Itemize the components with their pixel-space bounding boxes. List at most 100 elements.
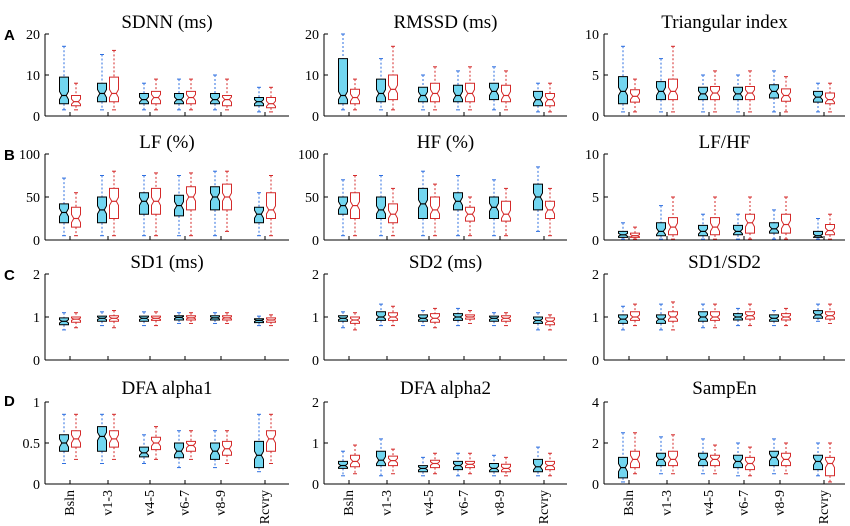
box-red-v4-5 <box>151 172 161 237</box>
box-body <box>109 187 119 219</box>
box-blue-v1-3 <box>656 58 666 113</box>
box-blue-Rcvry <box>813 218 823 240</box>
y-tick-label: 1 <box>33 311 40 326</box>
panel-2: RMSSD (ms) 0 10 20 <box>305 12 567 125</box>
box-red-Rcvry <box>545 452 555 477</box>
box-red-Rcvry <box>825 303 835 324</box>
x-category-label: v8-9 <box>214 490 229 516</box>
y-tick-label: 0 <box>33 234 40 249</box>
box-blue-v1-3 <box>376 438 386 477</box>
box-body <box>97 82 107 103</box>
box-red-v6-7 <box>186 430 196 460</box>
box-body <box>139 192 149 215</box>
panel-3: Triangular index 0 5 10 <box>585 12 845 125</box>
box-red-v4-5 <box>430 66 440 111</box>
box-red-v1-3 <box>109 413 119 460</box>
x-category-label: v6-7 <box>178 490 193 516</box>
box-blue-v8-9 <box>210 74 220 111</box>
box-red-v6-7 <box>465 196 475 237</box>
box-red-v8-9 <box>781 307 791 327</box>
box-body <box>254 440 264 469</box>
box-red-v6-7 <box>745 196 755 240</box>
panel-title: SD1 (ms) <box>130 252 203 273</box>
row-label-a: A <box>4 27 15 44</box>
box-red-Rcvry <box>266 413 276 464</box>
x-category-label: Bsln <box>342 490 357 516</box>
box-body <box>710 311 720 321</box>
box-body <box>813 454 823 471</box>
box-blue-v1-3 <box>97 311 107 327</box>
box-body <box>71 95 81 107</box>
box-red-v6-7 <box>745 70 755 113</box>
box-red-v8-9 <box>501 312 511 327</box>
box-blue-Bsln <box>338 179 348 237</box>
box-red-v8-9 <box>222 312 232 324</box>
box-red-v1-3 <box>109 310 119 329</box>
box-red-v1-3 <box>388 187 398 237</box>
box-blue-Rcvry <box>533 446 543 477</box>
y-tick-label: 0 <box>33 478 40 493</box>
box-blue-v1-3 <box>656 303 666 331</box>
x-category-label: Rcvry <box>817 490 832 524</box>
panel-4: LF (%) 0 50 100 <box>19 132 289 249</box>
panel-title: DFA alpha1 <box>122 378 213 399</box>
box-blue-v8-9 <box>210 170 220 237</box>
box-red-v4-5 <box>151 426 161 460</box>
x-category-label: v4-5 <box>702 490 717 516</box>
y-tick-label: 5 <box>592 191 599 206</box>
box-body <box>350 88 360 105</box>
box-blue-Rcvry <box>533 82 543 113</box>
panel-title: HF (%) <box>417 132 475 153</box>
box-blue-Bsln <box>59 312 69 331</box>
row-label-d: D <box>4 393 15 410</box>
box-red-v6-7 <box>186 312 196 324</box>
y-tick-label: 0.5 <box>23 437 41 452</box>
box-red-Bsln <box>350 444 360 475</box>
box-red-v1-3 <box>109 49 119 111</box>
y-tick-label: 0 <box>592 234 599 249</box>
y-tick-label: 0 <box>312 354 319 369</box>
y-tick-label: 50 <box>305 191 319 206</box>
box-blue-v4-5 <box>418 170 428 237</box>
box-red-Bsln <box>71 192 81 237</box>
box-body <box>668 78 678 101</box>
box-blue-v6-7 <box>453 175 463 237</box>
y-tick-label: 2 <box>312 396 319 411</box>
box-red-v6-7 <box>745 446 755 477</box>
box-red-Bsln <box>71 312 81 329</box>
box-body <box>825 92 835 105</box>
x-axis-labels: Bsln v1-3 v4-5 v6-7 v8-9 Rcvry Bsln v1-3 v4-5 v6-… <box>63 490 832 524</box>
box-red-v4-5 <box>430 183 440 237</box>
box-red-Rcvry <box>825 442 835 483</box>
box-red-v8-9 <box>501 70 511 111</box>
x-category-label: v1-3 <box>380 490 395 516</box>
box-red-v1-3 <box>388 448 398 475</box>
box-body <box>430 82 440 103</box>
panel-title: LF/HF <box>699 132 751 153</box>
box-red-v1-3 <box>388 45 398 111</box>
box-red-Rcvry <box>825 82 835 113</box>
box-body <box>266 192 276 219</box>
box-blue-v8-9 <box>210 312 220 324</box>
box-body <box>186 440 196 452</box>
box-blue-v4-5 <box>698 438 708 475</box>
box-red-v8-9 <box>781 442 791 475</box>
y-tick-label: 1 <box>312 311 319 326</box>
x-category-label: Rcvry <box>537 490 552 524</box>
box-blue-v8-9 <box>210 430 220 469</box>
box-red-v6-7 <box>186 172 196 237</box>
box-blue-v6-7 <box>174 175 184 237</box>
box-body <box>388 74 398 101</box>
box-red-Bsln <box>350 78 360 111</box>
box-blue-v6-7 <box>174 78 184 111</box>
box-blue-Bsln <box>59 177 69 237</box>
y-tick-label: 100 <box>298 148 319 163</box>
box-red-v1-3 <box>668 196 678 240</box>
panel-title: SDNN (ms) <box>121 12 212 33</box>
y-tick-label: 0 <box>312 234 319 249</box>
box-blue-v4-5 <box>418 74 428 111</box>
box-body <box>174 93 184 105</box>
box-blue-Bsln <box>618 305 628 331</box>
panel-12: SampEn 0 2 4 <box>592 378 845 493</box>
